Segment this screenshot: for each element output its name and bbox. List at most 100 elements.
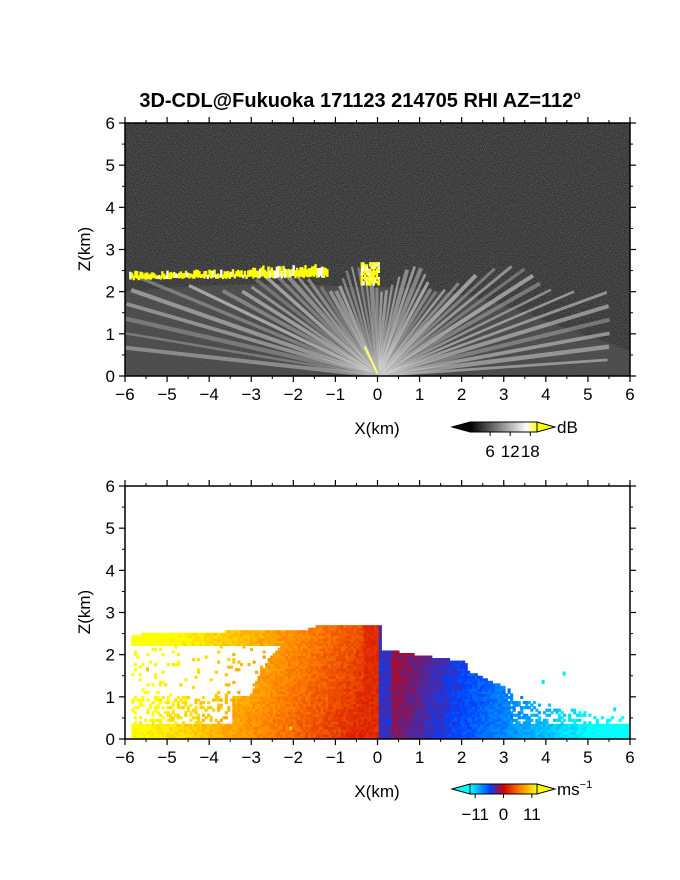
velocity-pixel bbox=[431, 721, 435, 725]
velocity-pixel bbox=[505, 716, 509, 720]
velocity-pixel bbox=[348, 635, 352, 639]
velocity-pixel bbox=[373, 625, 377, 629]
velocity-pixel bbox=[441, 675, 446, 679]
velocity-pixel bbox=[335, 627, 339, 631]
velocity-pixel bbox=[151, 683, 155, 687]
velocity-pixel bbox=[247, 731, 251, 735]
velocity-pixel bbox=[161, 723, 165, 727]
velocity-pixel bbox=[169, 728, 173, 733]
velocity-pixel bbox=[464, 690, 468, 695]
velocity-pixel bbox=[431, 690, 435, 695]
velocity-pixel bbox=[396, 673, 400, 677]
velocity-pixel bbox=[371, 703, 375, 707]
velocity-pixel bbox=[255, 630, 259, 634]
velocity-pixel bbox=[366, 650, 370, 654]
velocity-pixel bbox=[429, 658, 433, 662]
velocity-pixel bbox=[401, 731, 405, 735]
velocity-pixel bbox=[414, 660, 418, 664]
velocity-pixel bbox=[482, 690, 486, 695]
velocity-pixel bbox=[133, 711, 137, 715]
velocity-pixel bbox=[497, 731, 501, 735]
velocity-pixel bbox=[272, 642, 276, 646]
velocity-pixel bbox=[401, 711, 405, 715]
velocity-pixel bbox=[320, 655, 324, 659]
velocity-pixel bbox=[282, 635, 286, 639]
velocity-pixel bbox=[330, 658, 334, 662]
velocity-pixel bbox=[411, 680, 415, 684]
velocity-pixel bbox=[249, 713, 254, 717]
velocity-pixel bbox=[381, 708, 385, 712]
velocity-pixel bbox=[494, 723, 499, 727]
velocity-pixel bbox=[249, 630, 254, 634]
velocity-pixel bbox=[280, 731, 284, 735]
velocity-pixel bbox=[343, 630, 347, 634]
velocity-pixel bbox=[257, 642, 261, 646]
velocity-pixel bbox=[383, 718, 387, 722]
velocity-pixel bbox=[338, 652, 342, 657]
velocity-pixel bbox=[260, 670, 264, 674]
velocity-pixel bbox=[429, 663, 433, 667]
velocity-pixel bbox=[196, 698, 201, 702]
velocity-pixel bbox=[295, 658, 299, 662]
cloud-pixel bbox=[364, 279, 367, 282]
velocity-pixel bbox=[194, 640, 198, 644]
velocity-pixel bbox=[277, 733, 281, 738]
velocity-pixel bbox=[426, 713, 430, 717]
velocity-pixel bbox=[247, 708, 251, 712]
velocity-pixel bbox=[305, 652, 309, 657]
velocity-pixel bbox=[411, 663, 415, 667]
velocity-pixel bbox=[502, 711, 506, 715]
velocity-pixel bbox=[391, 652, 395, 657]
velocity-pixel bbox=[166, 713, 170, 717]
cloud-pixel bbox=[317, 268, 321, 278]
velocity-pixel bbox=[335, 665, 339, 669]
velocity-pixel bbox=[277, 685, 281, 689]
velocity-pixel bbox=[229, 632, 233, 636]
velocity-pixel bbox=[325, 685, 329, 689]
velocity-pixel bbox=[479, 711, 483, 715]
velocity-pixel bbox=[318, 645, 322, 649]
velocity-pixel bbox=[401, 706, 405, 710]
velocity-pixel bbox=[285, 640, 289, 644]
velocity-pixel bbox=[383, 733, 387, 738]
velocity-pixel bbox=[297, 632, 302, 636]
velocity-pixel bbox=[237, 640, 241, 644]
velocity-pixel bbox=[260, 716, 264, 720]
velocity-pixel bbox=[419, 736, 423, 739]
velocity-pixel bbox=[421, 675, 425, 679]
velocity-pixel bbox=[255, 695, 259, 700]
cloud-pixel bbox=[273, 270, 277, 279]
velocity-pixel bbox=[202, 640, 206, 644]
velocity-pixel bbox=[487, 683, 491, 687]
velocity-pixel bbox=[239, 736, 244, 739]
velocity-pixel bbox=[300, 733, 304, 738]
velocity-pixel bbox=[275, 650, 279, 654]
velocity-pixel bbox=[239, 708, 244, 712]
velocity-pixel bbox=[194, 635, 198, 639]
velocity-pixel bbox=[247, 718, 251, 722]
velocity-pixel bbox=[512, 706, 516, 710]
velocity-pixel bbox=[363, 658, 367, 662]
velocity-pixel bbox=[371, 680, 375, 684]
velocity-pixel bbox=[146, 723, 150, 727]
cloud-pixel bbox=[257, 270, 260, 279]
velocity-pixel bbox=[434, 685, 438, 689]
cloud-pixel bbox=[208, 269, 211, 278]
velocity-pixel bbox=[411, 701, 415, 705]
velocity-pixel bbox=[154, 736, 158, 739]
velocity-pixel bbox=[328, 625, 332, 629]
velocity-pixel bbox=[340, 711, 345, 715]
cloud-pixel bbox=[322, 267, 326, 278]
velocity-pixel bbox=[469, 723, 473, 727]
velocity-pixel bbox=[184, 640, 188, 644]
velocity-pixel bbox=[265, 678, 269, 682]
velocity-pixel bbox=[297, 718, 302, 722]
velocity-pixel bbox=[272, 683, 276, 687]
velocity-pixel bbox=[368, 640, 372, 644]
velocity-pixel bbox=[386, 680, 390, 684]
velocity-pixel bbox=[290, 703, 294, 707]
velocity-pixel bbox=[305, 655, 309, 659]
velocity-pixel bbox=[494, 726, 499, 730]
velocity-pixel bbox=[333, 658, 337, 662]
velocity-pixel bbox=[154, 640, 158, 644]
